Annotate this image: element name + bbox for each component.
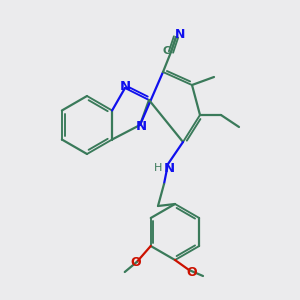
Text: C: C — [163, 46, 171, 56]
Text: O: O — [187, 266, 197, 278]
Text: N: N — [119, 80, 130, 92]
Text: N: N — [175, 28, 185, 41]
Text: N: N — [135, 121, 147, 134]
Text: N: N — [164, 161, 175, 175]
Text: O: O — [130, 256, 141, 269]
Text: H: H — [154, 163, 162, 173]
